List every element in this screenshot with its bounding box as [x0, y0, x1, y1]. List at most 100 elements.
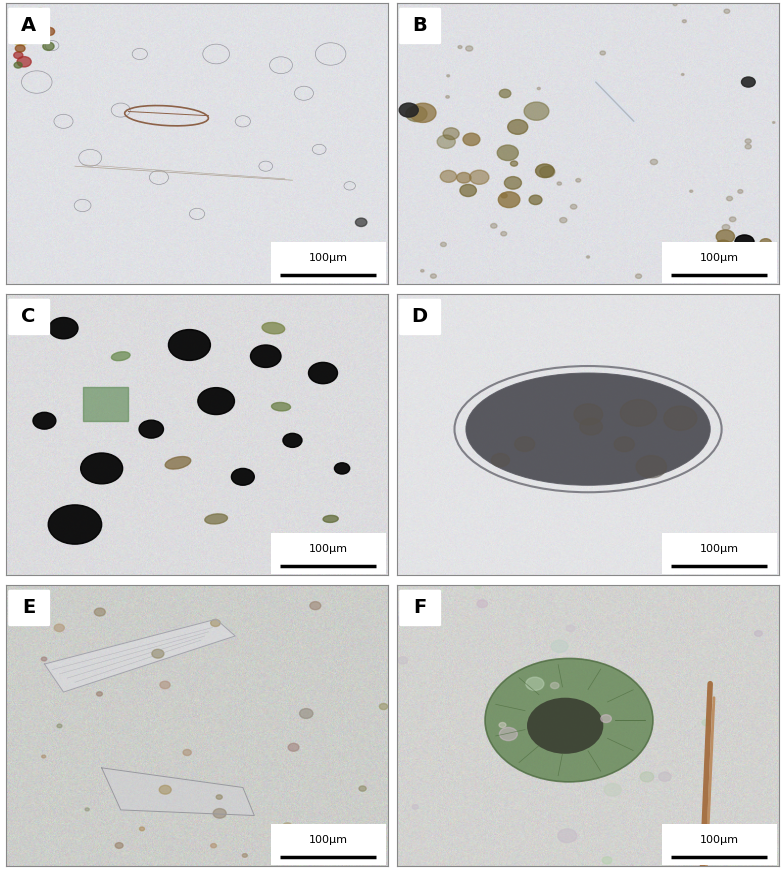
Circle shape [443, 127, 459, 140]
Circle shape [576, 178, 581, 182]
Circle shape [35, 8, 45, 16]
Text: 100μm: 100μm [700, 544, 739, 554]
Text: 100μm: 100μm [700, 835, 739, 845]
Circle shape [640, 772, 654, 782]
Circle shape [13, 34, 28, 45]
Circle shape [466, 46, 473, 52]
FancyBboxPatch shape [662, 242, 777, 283]
Circle shape [560, 217, 567, 223]
Circle shape [16, 45, 25, 52]
Circle shape [216, 794, 222, 800]
Circle shape [49, 318, 78, 339]
Circle shape [477, 600, 487, 608]
Text: B: B [412, 16, 427, 35]
Circle shape [498, 192, 520, 208]
Circle shape [17, 57, 31, 67]
Circle shape [17, 32, 23, 37]
Ellipse shape [466, 373, 710, 485]
Circle shape [500, 231, 507, 236]
Text: 100μm: 100μm [309, 835, 348, 845]
Circle shape [440, 170, 457, 182]
Text: 100μm: 100μm [700, 253, 739, 263]
Circle shape [447, 75, 450, 77]
Circle shape [690, 244, 702, 253]
Circle shape [760, 238, 771, 247]
Circle shape [14, 52, 23, 58]
Circle shape [602, 856, 612, 864]
Circle shape [570, 204, 577, 210]
Circle shape [737, 189, 743, 193]
Circle shape [601, 715, 612, 723]
Circle shape [658, 772, 671, 781]
Circle shape [359, 786, 366, 791]
Bar [83, 387, 128, 421]
FancyBboxPatch shape [271, 824, 386, 864]
Circle shape [335, 463, 350, 474]
Circle shape [499, 723, 506, 727]
Circle shape [44, 27, 55, 36]
Circle shape [574, 404, 603, 425]
Circle shape [735, 235, 754, 249]
Circle shape [651, 159, 658, 165]
Circle shape [702, 719, 711, 725]
Ellipse shape [205, 514, 228, 524]
Circle shape [475, 584, 481, 588]
Circle shape [706, 249, 726, 264]
Text: D: D [411, 307, 428, 326]
Circle shape [620, 400, 657, 426]
FancyBboxPatch shape [8, 8, 50, 45]
Circle shape [491, 453, 510, 467]
Circle shape [551, 683, 559, 689]
Circle shape [183, 749, 192, 755]
Circle shape [96, 691, 102, 696]
Circle shape [490, 223, 497, 228]
Circle shape [300, 709, 313, 718]
Circle shape [313, 835, 319, 840]
Circle shape [18, 33, 24, 38]
Circle shape [741, 77, 755, 87]
Ellipse shape [323, 515, 339, 522]
Polygon shape [45, 619, 235, 692]
Circle shape [115, 842, 123, 849]
FancyBboxPatch shape [8, 589, 50, 626]
Text: F: F [413, 598, 426, 617]
FancyBboxPatch shape [662, 533, 777, 574]
Circle shape [730, 217, 736, 222]
Circle shape [308, 362, 338, 384]
Circle shape [500, 727, 518, 740]
Circle shape [504, 176, 522, 189]
Circle shape [54, 624, 64, 631]
Circle shape [673, 3, 677, 6]
Circle shape [557, 182, 561, 185]
Text: 100μm: 100μm [309, 544, 348, 554]
Circle shape [515, 436, 535, 451]
Circle shape [160, 681, 170, 689]
Circle shape [160, 786, 171, 794]
FancyBboxPatch shape [399, 8, 441, 45]
Circle shape [527, 698, 604, 753]
Circle shape [48, 505, 102, 544]
Text: E: E [22, 598, 35, 617]
Circle shape [497, 145, 518, 161]
Circle shape [421, 270, 424, 272]
Circle shape [406, 107, 427, 121]
Ellipse shape [165, 457, 191, 469]
Circle shape [41, 657, 47, 661]
Circle shape [310, 601, 321, 609]
Circle shape [463, 134, 480, 146]
Circle shape [231, 469, 254, 485]
Circle shape [540, 166, 554, 177]
FancyBboxPatch shape [399, 299, 441, 335]
Circle shape [636, 456, 666, 478]
Circle shape [485, 658, 653, 782]
Circle shape [470, 170, 489, 184]
Circle shape [664, 406, 697, 430]
Polygon shape [102, 768, 254, 815]
Circle shape [57, 724, 62, 728]
FancyBboxPatch shape [271, 533, 386, 574]
Circle shape [31, 36, 38, 41]
Circle shape [283, 822, 292, 829]
Circle shape [755, 630, 762, 636]
Circle shape [446, 95, 450, 98]
Circle shape [524, 102, 549, 120]
